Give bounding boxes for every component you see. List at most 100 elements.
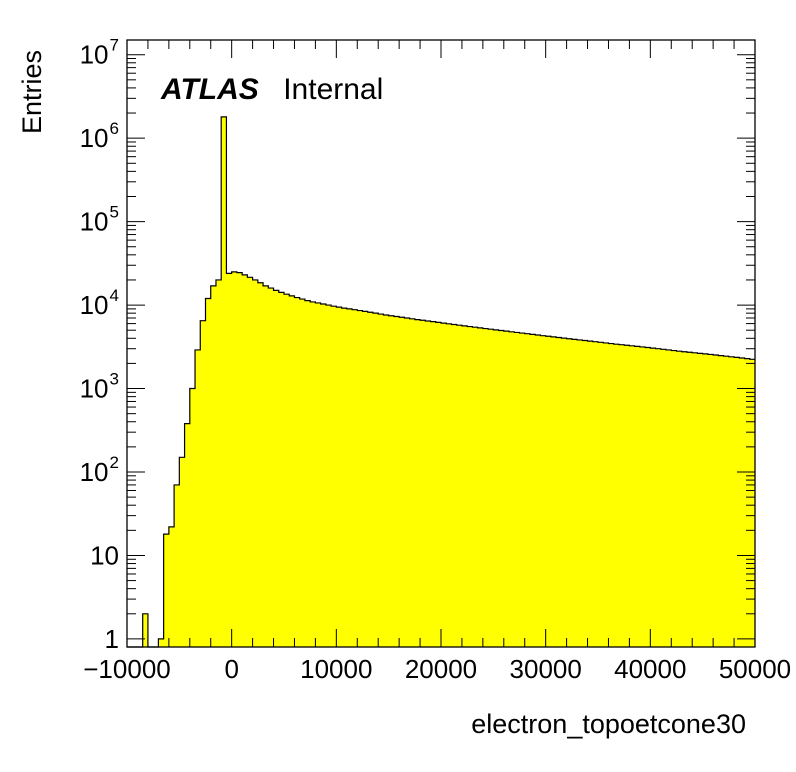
histogram-bar [367,312,374,647]
histogram-bar [210,285,217,647]
histogram-bar [577,339,583,647]
plot-frame [126,39,756,648]
histogram-bar [749,359,756,647]
histogram-bar [514,332,520,647]
histogram-bar [734,357,740,647]
y-tick-label: 10 [80,457,109,487]
histogram-bar [477,327,484,647]
histogram-bar [556,337,562,647]
x-tick-label: 50000 [719,654,791,684]
histogram-bar [660,349,667,647]
y-tick-exponent: 7 [110,36,119,55]
histogram-bar [200,320,206,647]
histogram-bar [697,353,704,647]
histogram-bar [325,305,332,647]
y-tick-label: 10 [90,541,119,571]
x-axis-title: electron_topoetcone30 [471,709,746,739]
y-tick-exponent: 3 [110,370,119,389]
histogram-bar [341,308,348,647]
histogram-bar [718,355,724,647]
histogram-bar [425,320,431,647]
histogram-bar [357,310,363,647]
histogram-bar [441,323,447,647]
histogram-bar [666,349,672,647]
histogram-bar [587,341,594,647]
histogram-bar [174,484,180,647]
y-tick-label: 10 [80,290,109,320]
histogram-bar [503,331,510,647]
histogram-bar [399,317,405,647]
x-tick-label: 10000 [300,654,372,684]
histogram-bar [618,344,625,647]
histogram-bar [592,341,599,647]
histogram-bar [524,333,531,647]
x-tick-label: 0 [224,654,238,684]
atlas-label-internal: Internal [283,73,383,106]
histogram-bar [509,331,515,647]
histogram-bar [613,344,620,647]
x-tick-label: 20000 [405,654,477,684]
histogram-bar [142,613,149,647]
histogram-bar [294,297,301,647]
y-tick-exponent: 2 [110,453,119,472]
histogram-bar [388,315,395,647]
histogram-bar [362,311,369,647]
histogram-bar [221,116,227,648]
x-tick-labels: −10000 0 10000 20000 30000 40000 50000 [83,654,791,684]
histogram-bar [482,328,489,647]
y-axis-title: Entries [17,50,47,134]
histogram-bar [372,313,379,647]
histogram-bar [639,346,646,647]
histogram-bar [535,335,541,647]
histogram-bar [252,279,259,647]
histogram-bar [598,342,604,647]
histogram-bar [529,334,536,647]
histogram-bar [242,274,248,647]
histogram-bar [681,351,688,647]
histogram-bar [231,271,238,647]
histogram-bar [184,423,191,647]
histogram-bar [493,329,499,647]
y-tick-label: 10 [80,374,109,404]
histogram-bar [179,457,185,647]
histogram-bar [467,326,473,647]
histogram-bar [315,302,322,647]
histogram-bar [263,285,269,647]
histogram-bar [226,273,233,647]
axis-ticks [126,40,756,647]
y-tick-label: 10 [80,40,109,70]
histogram-bar [561,338,567,647]
histogram-bar [461,325,468,647]
x-tick-label: 30000 [510,654,582,684]
histogram-bar [352,309,358,647]
histogram-bar [158,638,165,647]
histogram-bar [519,333,526,647]
histogram-bar [420,320,426,647]
histogram-bar [304,300,311,647]
histogram-bar [247,277,253,647]
y-tick-label: 10 [80,123,109,153]
histogram-bar [299,299,306,647]
histogram-bar [571,339,578,647]
histogram-bar [383,315,390,647]
histogram-bar [728,356,735,647]
x-tick-label: −10000 [83,654,170,684]
histogram-bar [744,358,751,647]
histogram-bar [686,352,693,647]
histogram-bar [608,343,615,647]
histogram-bar [723,356,730,647]
atlas-label-bold: ATLAS [160,73,259,106]
histogram-bar [195,349,201,647]
histogram-bar [545,336,552,647]
histogram-bar [336,307,342,647]
histogram-bar [446,323,452,647]
histogram-bar [550,336,557,647]
histogram-bar [205,298,212,647]
histogram-bar [582,340,588,647]
histogram-bar [163,534,170,647]
histogram-bar [284,294,290,647]
histogram-bar [278,292,285,647]
histogram-bar [414,319,421,647]
histogram-bar [629,345,636,647]
